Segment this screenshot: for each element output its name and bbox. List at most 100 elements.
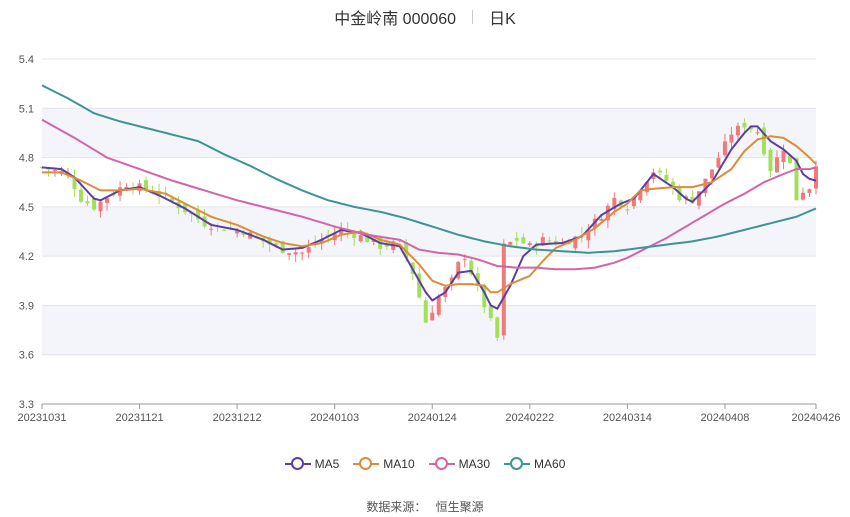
candle-body bbox=[118, 187, 123, 196]
candle-body bbox=[319, 239, 324, 243]
candle-body bbox=[644, 182, 649, 193]
candle bbox=[722, 133, 727, 158]
candle bbox=[657, 167, 662, 179]
x-tick-label: 20240426 bbox=[792, 412, 841, 424]
candle bbox=[605, 203, 610, 229]
y-tick-label: 4.2 bbox=[19, 251, 34, 263]
candle-body bbox=[807, 189, 812, 193]
candle-body bbox=[495, 317, 500, 338]
plot-band-stripe bbox=[42, 305, 816, 355]
candle bbox=[287, 253, 292, 260]
candle-body bbox=[235, 230, 240, 234]
candle-body bbox=[352, 233, 357, 238]
candle bbox=[716, 151, 721, 169]
legend-item-ma5[interactable]: MA5 bbox=[284, 457, 339, 471]
candle bbox=[729, 127, 734, 149]
candle bbox=[222, 229, 227, 232]
candle bbox=[72, 169, 77, 197]
legend-marker-icon bbox=[284, 457, 311, 470]
candle-body bbox=[696, 191, 701, 206]
candle bbox=[521, 233, 526, 245]
data-source: 数据来源： 恒生聚源 bbox=[0, 498, 850, 515]
candle-body bbox=[774, 157, 779, 173]
period-label[interactable]: 日K bbox=[489, 11, 516, 28]
candle-body bbox=[384, 244, 389, 247]
candle-body bbox=[456, 261, 461, 279]
candle-body bbox=[514, 237, 519, 241]
candle bbox=[241, 229, 246, 238]
candle bbox=[293, 247, 298, 262]
ma-line-ma60 bbox=[41, 84, 817, 254]
source-label: 数据来源： bbox=[366, 500, 427, 514]
candle-body bbox=[755, 132, 760, 134]
legend-marker-icon bbox=[428, 457, 455, 470]
candle-body bbox=[716, 158, 721, 168]
plot-band-stripe bbox=[42, 108, 816, 158]
candle-body bbox=[573, 236, 578, 249]
candle-body bbox=[144, 180, 149, 190]
candle-body bbox=[449, 277, 454, 283]
candle bbox=[319, 233, 324, 250]
candle-body bbox=[787, 155, 792, 163]
candle-body bbox=[605, 205, 610, 221]
x-tick-label: 20240124 bbox=[408, 412, 457, 424]
candle-body bbox=[85, 201, 90, 204]
candle-body bbox=[814, 166, 818, 189]
candle-body bbox=[690, 196, 695, 204]
candle-body bbox=[98, 201, 103, 212]
candle-body bbox=[501, 243, 506, 336]
candle-body bbox=[735, 125, 740, 136]
candle bbox=[807, 188, 812, 197]
candle bbox=[787, 155, 792, 165]
y-tick-label: 5.4 bbox=[19, 54, 34, 66]
candle-body bbox=[274, 243, 279, 246]
candle-body bbox=[280, 241, 285, 254]
candle-body bbox=[196, 210, 201, 220]
y-tick-label: 4.5 bbox=[19, 202, 34, 214]
legend-item-ma10[interactable]: MA10 bbox=[353, 457, 415, 471]
candle-body bbox=[417, 273, 422, 298]
candle bbox=[508, 241, 513, 246]
title-separator bbox=[472, 10, 474, 24]
candle-body bbox=[800, 192, 805, 200]
candle-body bbox=[300, 252, 305, 254]
candle bbox=[755, 128, 760, 136]
candle bbox=[98, 200, 103, 218]
x-tick-label: 20240314 bbox=[603, 412, 652, 424]
candle-body bbox=[670, 181, 675, 188]
y-tick-label: 3.9 bbox=[19, 300, 34, 312]
candle-body bbox=[599, 219, 604, 221]
x-tick-label: 20231031 bbox=[18, 412, 67, 424]
candle bbox=[436, 294, 441, 317]
candle bbox=[814, 160, 818, 195]
candle bbox=[306, 239, 311, 259]
candle bbox=[651, 168, 656, 184]
candle-body bbox=[53, 169, 58, 171]
candle-body bbox=[423, 300, 428, 323]
y-tick-label: 3.3 bbox=[19, 399, 34, 411]
candle-body bbox=[638, 190, 643, 201]
candle-body bbox=[761, 127, 766, 155]
candle-body bbox=[40, 166, 44, 168]
candle-body bbox=[703, 178, 708, 194]
candle-body bbox=[209, 228, 214, 230]
candle-body bbox=[527, 243, 532, 245]
legend-label: MA60 bbox=[534, 457, 566, 471]
legend-label: MA30 bbox=[458, 457, 491, 471]
candlestick-chart: 3.3 3.6 3.9 4.2 4.5 4.8 5.1 5.4 20231031 20231121… bbox=[18, 54, 841, 424]
candle bbox=[735, 122, 740, 142]
candle bbox=[482, 283, 487, 314]
legend-item-ma30[interactable]: MA30 bbox=[428, 457, 491, 471]
candle-body bbox=[358, 235, 363, 242]
candle-body bbox=[482, 284, 487, 308]
legend-item-ma60[interactable]: MA60 bbox=[504, 457, 565, 471]
candle-body bbox=[631, 196, 636, 207]
candle-body bbox=[768, 149, 773, 172]
ma-line-ma10 bbox=[42, 135, 817, 294]
y-tick-label: 4.8 bbox=[19, 153, 34, 165]
candle-body bbox=[306, 247, 311, 253]
candle bbox=[514, 231, 519, 249]
candle bbox=[625, 205, 630, 215]
moving-average-lines bbox=[41, 84, 817, 310]
candle-body bbox=[267, 239, 272, 245]
